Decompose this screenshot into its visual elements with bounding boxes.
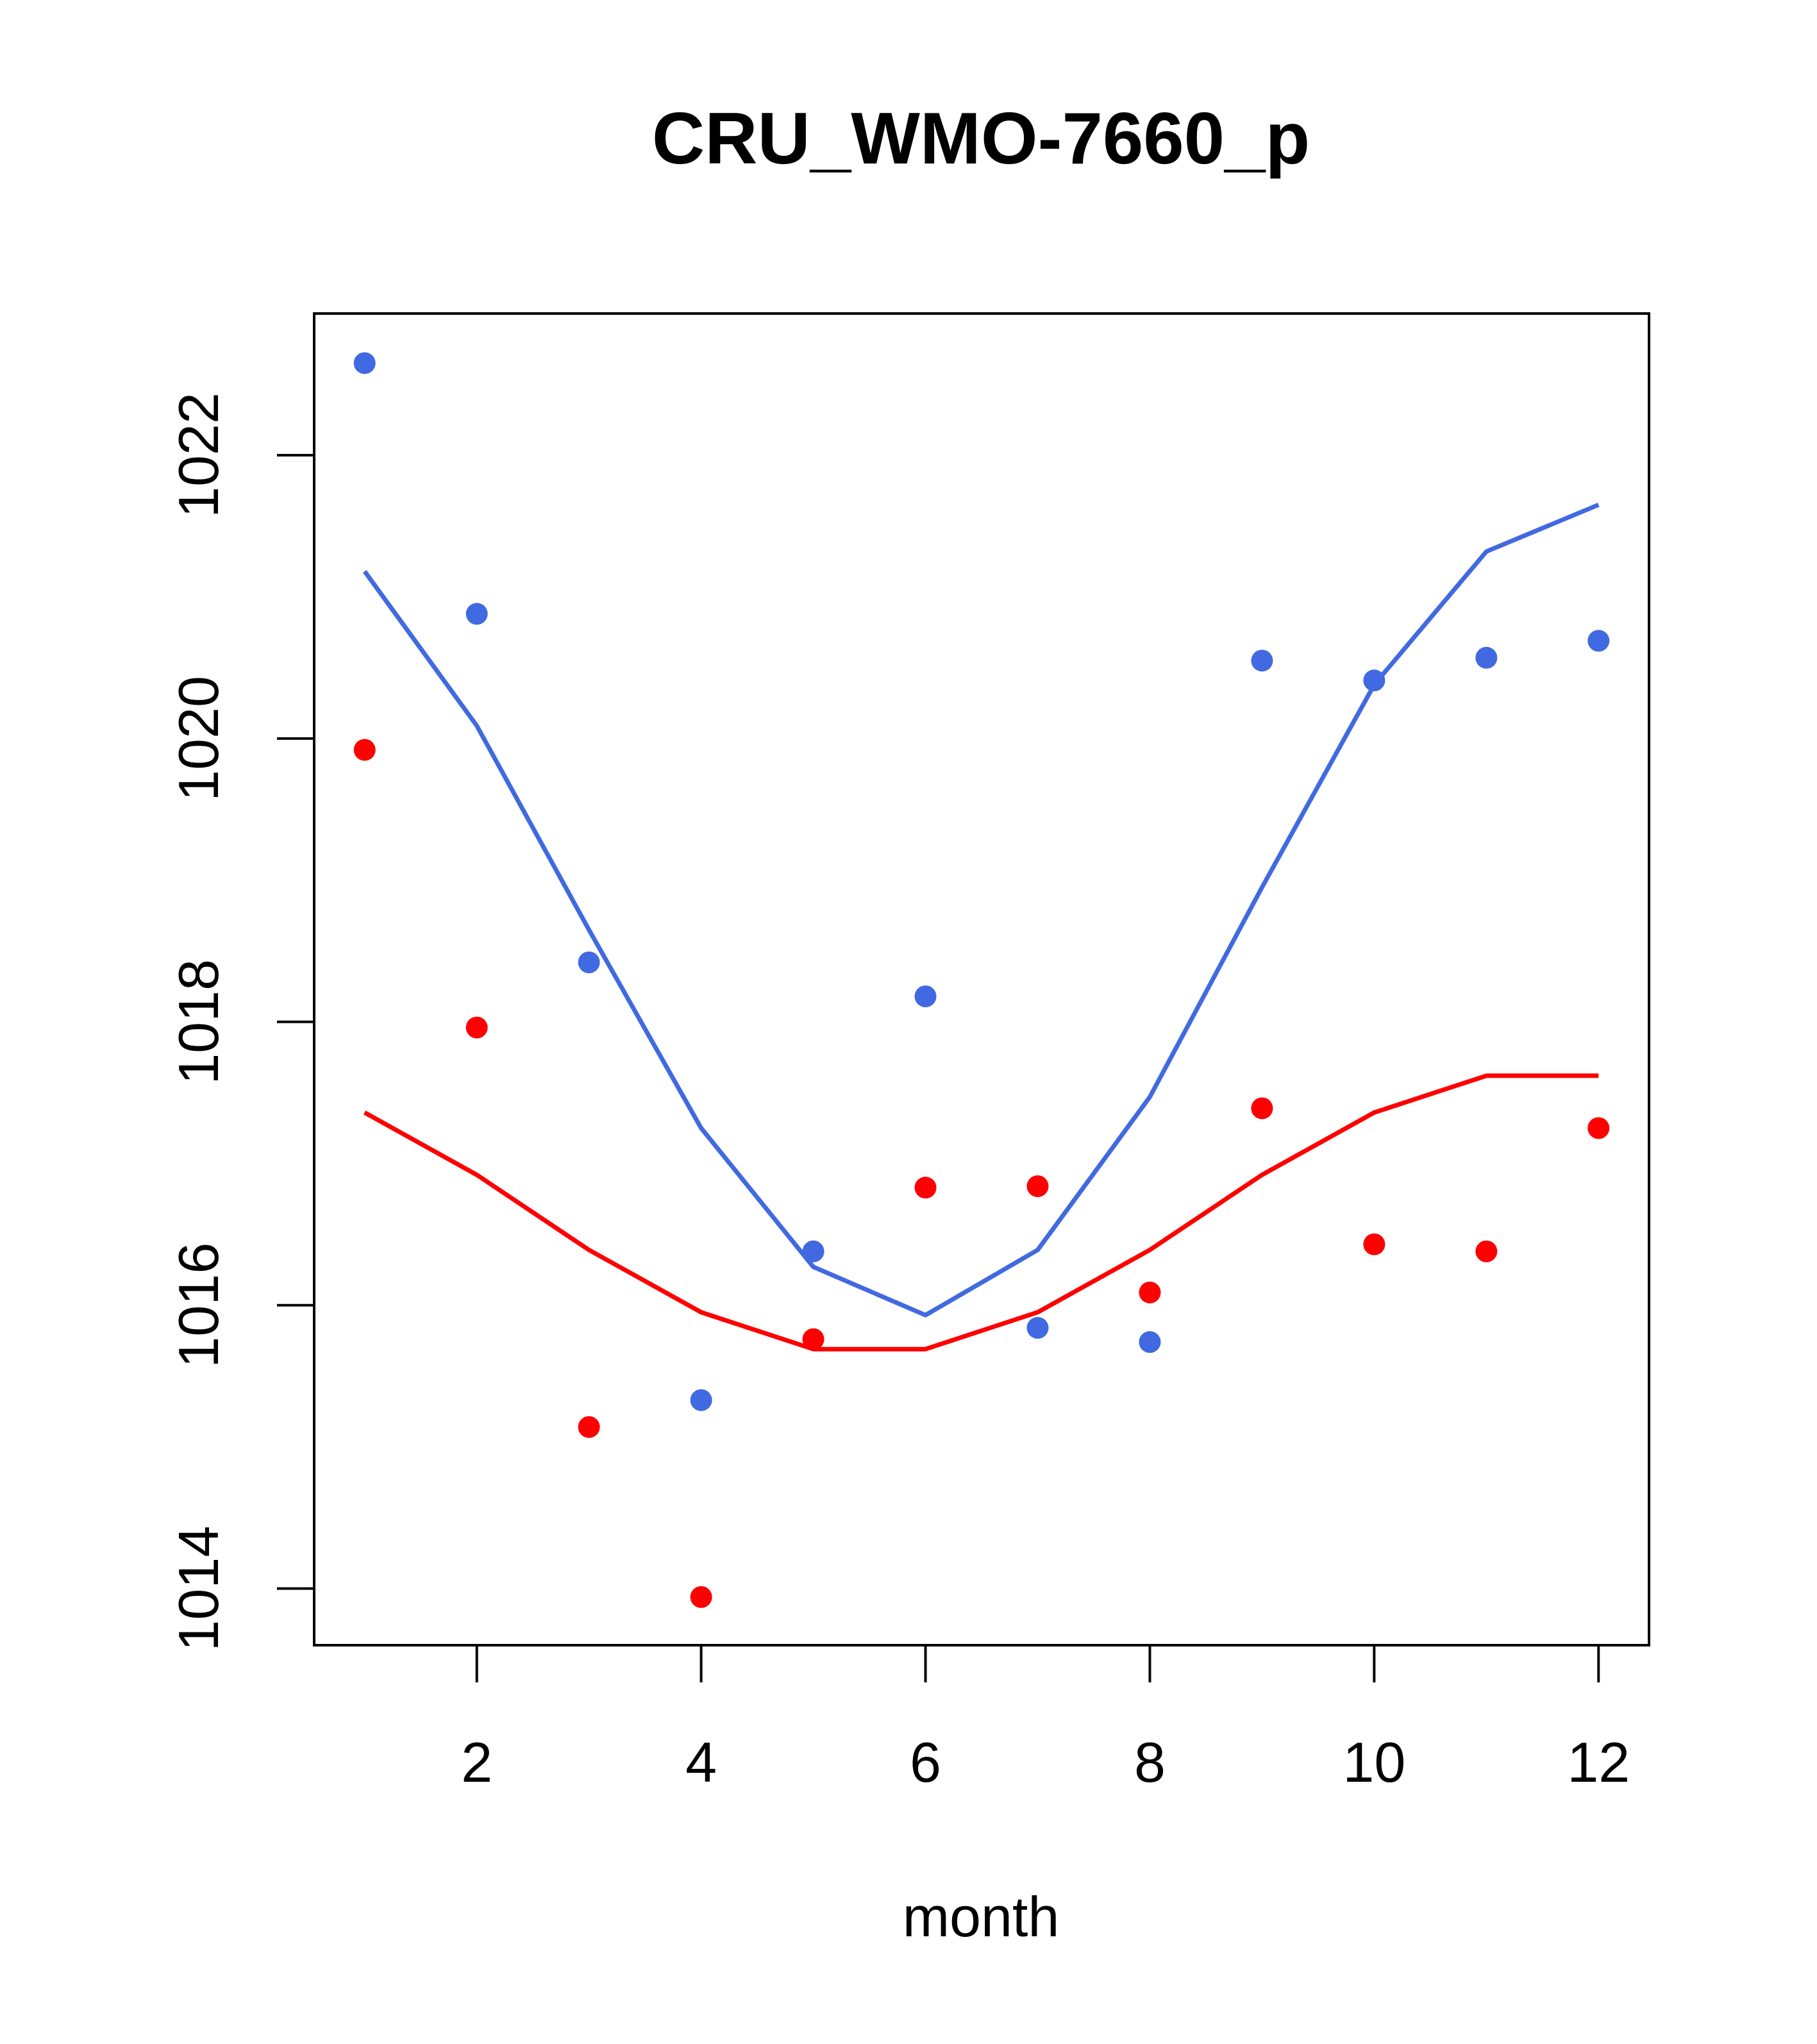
data-point-blue-points bbox=[690, 1389, 712, 1411]
y-tick-label: 1018 bbox=[167, 959, 230, 1085]
y-tick-label: 1014 bbox=[167, 1526, 230, 1652]
data-point-blue-points bbox=[1026, 1317, 1049, 1339]
series-layer bbox=[353, 352, 1610, 1608]
data-point-blue-points bbox=[465, 603, 488, 625]
x-axis: 2 4 6 8 10 12 bbox=[461, 1644, 1630, 1794]
data-point-blue-points bbox=[1139, 1331, 1161, 1353]
data-point-red-points bbox=[690, 1586, 712, 1608]
data-point-red-points bbox=[914, 1177, 937, 1199]
data-point-blue-points bbox=[353, 352, 376, 374]
data-point-blue-points bbox=[1587, 630, 1610, 652]
data-point-blue-points bbox=[914, 985, 937, 1008]
data-point-red-points bbox=[1139, 1281, 1161, 1303]
data-point-red-points bbox=[1587, 1117, 1610, 1139]
data-point-red-points bbox=[1026, 1175, 1049, 1198]
y-tick-label: 1022 bbox=[167, 392, 230, 518]
x-tick-label: 2 bbox=[461, 1730, 492, 1794]
data-point-red-points bbox=[353, 739, 376, 761]
data-point-red-points bbox=[465, 1016, 488, 1039]
y-tick-label: 1020 bbox=[167, 676, 230, 801]
data-point-red-points bbox=[1475, 1240, 1498, 1262]
series-line-blue-line bbox=[362, 503, 1600, 1318]
data-point-blue-points bbox=[578, 951, 600, 973]
x-tick-label: 6 bbox=[910, 1730, 941, 1794]
data-point-blue-points bbox=[802, 1240, 825, 1262]
x-tick-label: 8 bbox=[1134, 1730, 1166, 1794]
x-tick-label: 4 bbox=[685, 1730, 717, 1794]
data-point-red-points bbox=[1363, 1233, 1386, 1255]
chart-title: CRU_WMO-7660_p bbox=[652, 98, 1310, 180]
x-tick-label: 12 bbox=[1567, 1730, 1630, 1794]
data-point-red-points bbox=[1251, 1097, 1273, 1119]
series-line-red-line bbox=[364, 1073, 1599, 1352]
y-tick-label: 1016 bbox=[167, 1243, 230, 1368]
data-point-blue-points bbox=[1251, 649, 1273, 672]
data-point-red-points bbox=[802, 1328, 825, 1350]
data-point-blue-points bbox=[1475, 646, 1498, 669]
y-axis: 1014 1016 1018 1020 1022 bbox=[167, 392, 315, 1652]
data-point-blue-points bbox=[1363, 669, 1386, 692]
x-tick-label: 10 bbox=[1343, 1730, 1405, 1794]
data-point-red-points bbox=[578, 1416, 600, 1438]
x-axis-label: month bbox=[903, 1885, 1060, 1948]
